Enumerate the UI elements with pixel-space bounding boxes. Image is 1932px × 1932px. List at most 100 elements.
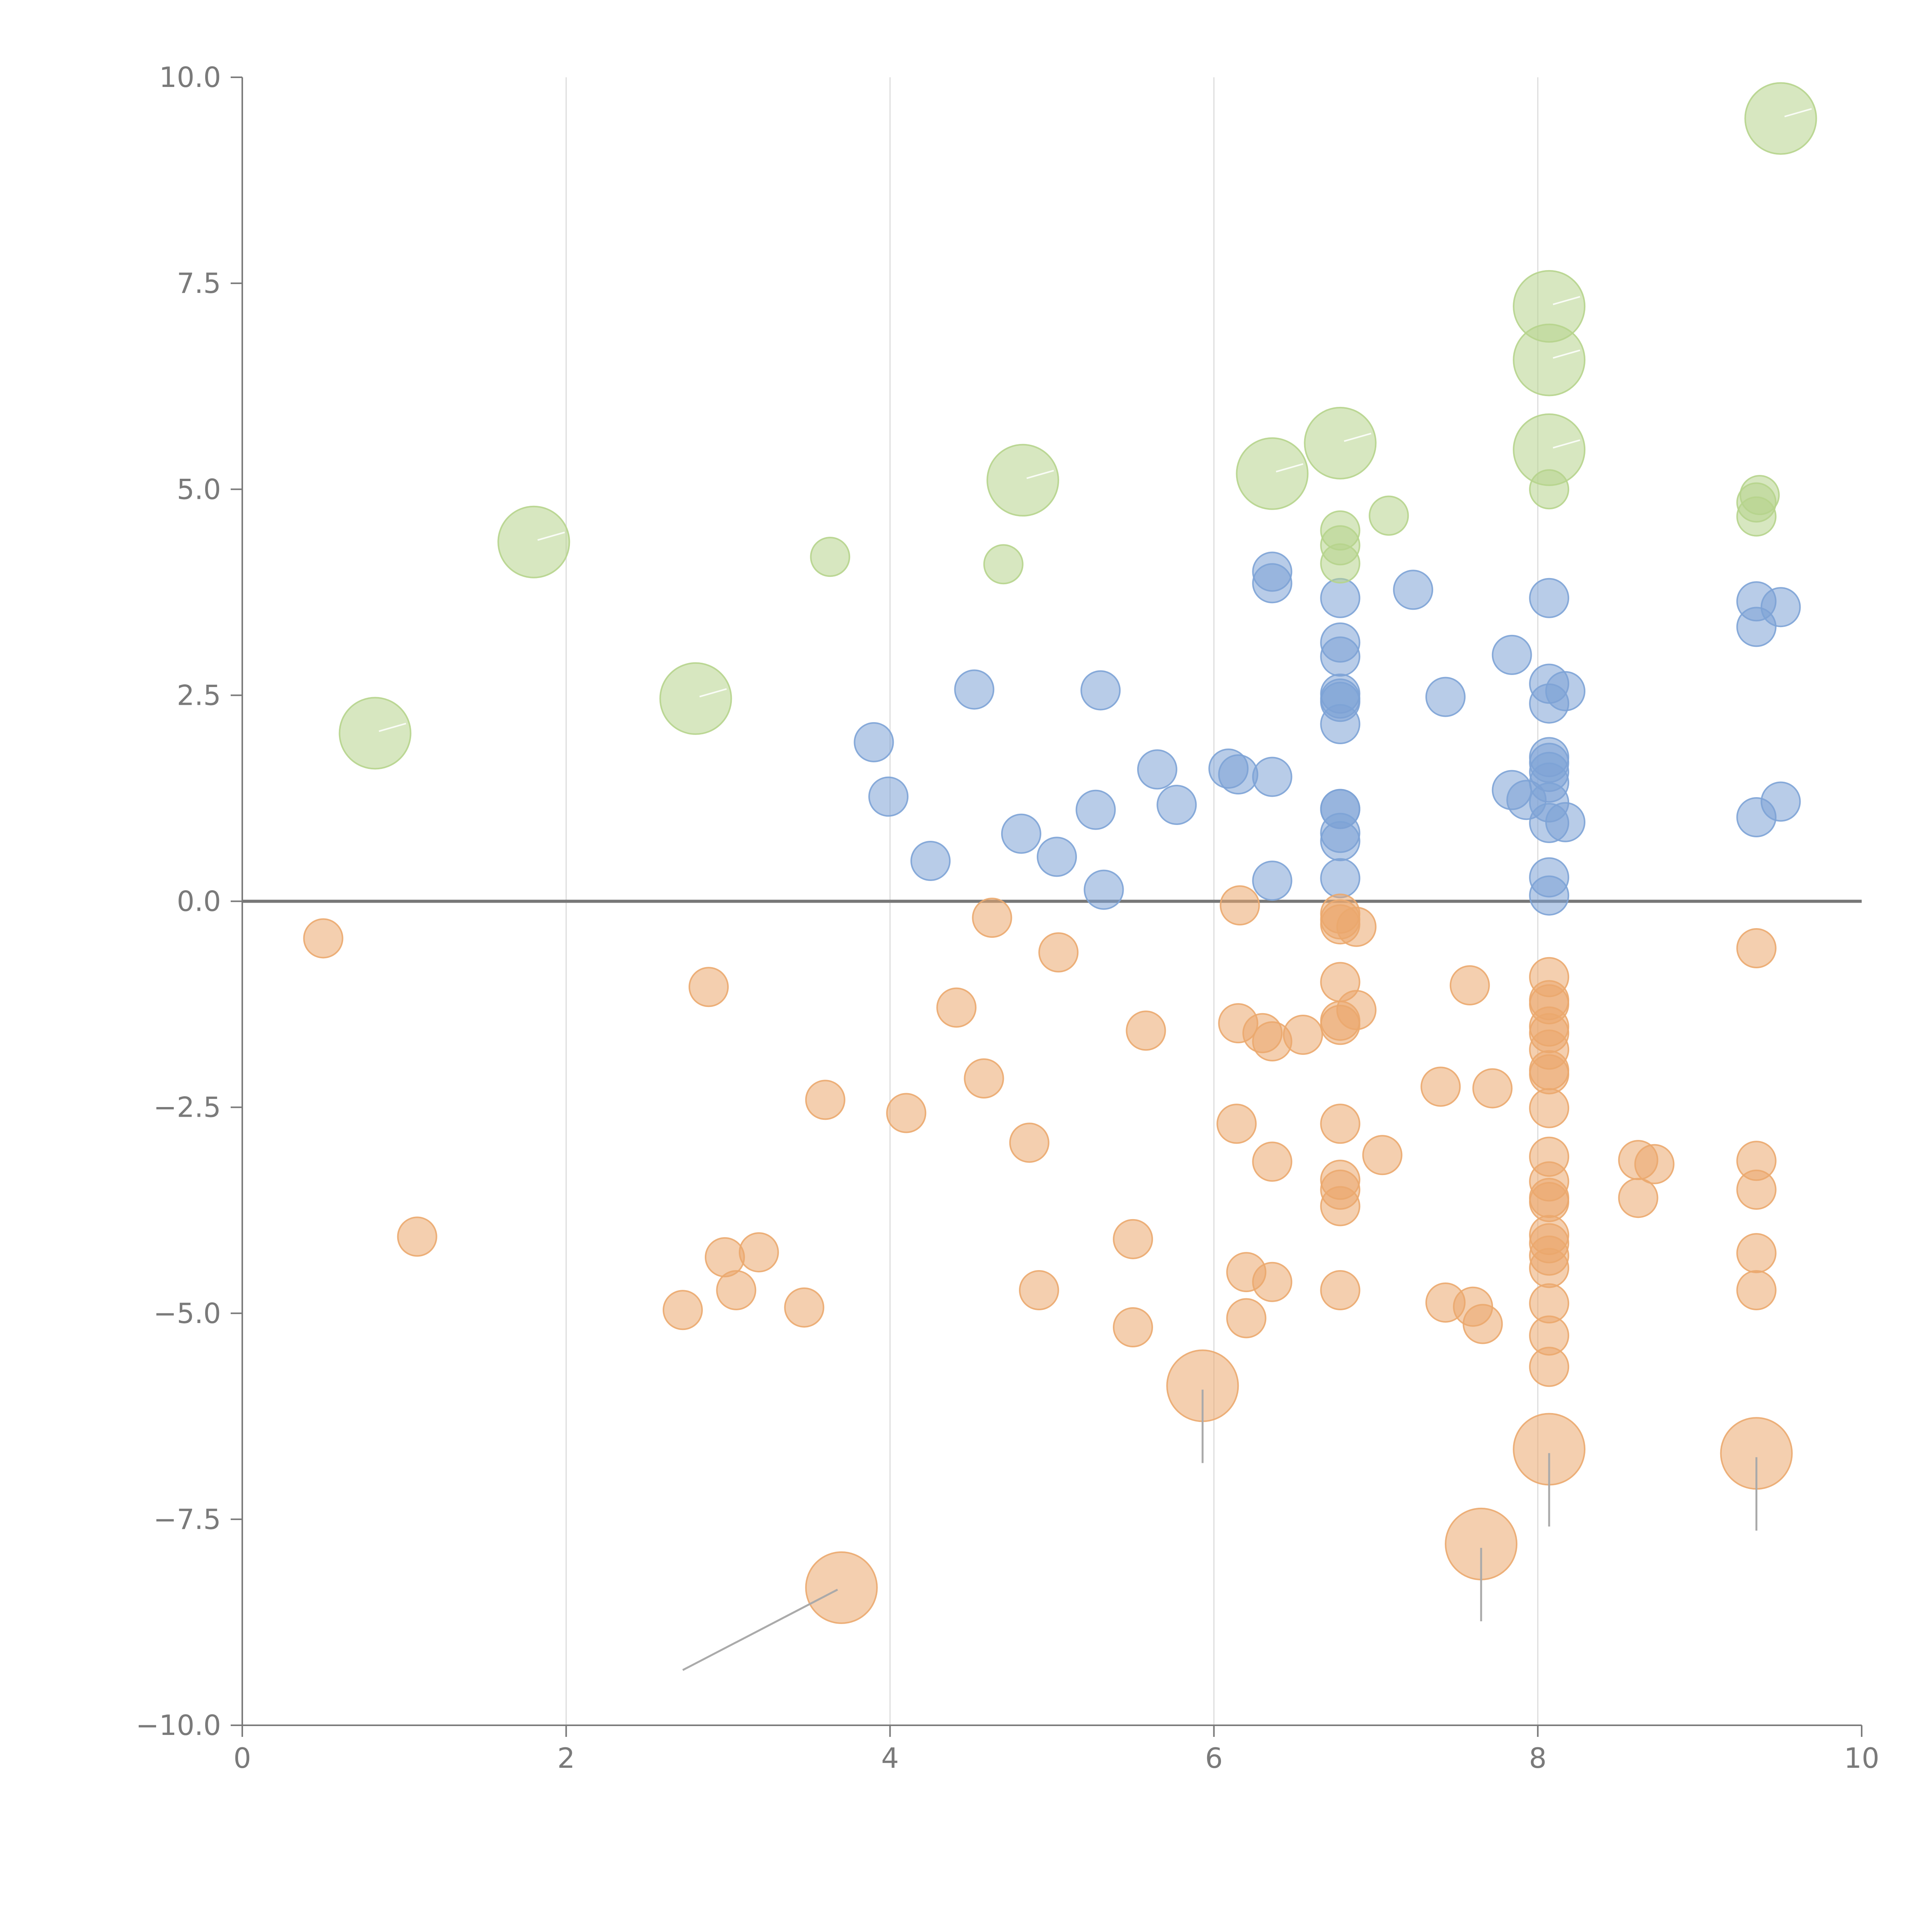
orange-point bbox=[397, 1216, 437, 1257]
x-tick-label: 10 bbox=[1844, 1742, 1879, 1774]
orange-point bbox=[1618, 1178, 1658, 1218]
blue-point bbox=[1545, 802, 1586, 842]
y-tick-label: 10.0 bbox=[159, 61, 221, 94]
blue-point bbox=[1137, 749, 1177, 790]
green-point bbox=[1736, 496, 1777, 537]
x-tick-label: 4 bbox=[881, 1742, 899, 1774]
orange-point bbox=[1463, 1304, 1503, 1344]
blue-point bbox=[1529, 875, 1570, 916]
orange-point bbox=[1283, 1014, 1323, 1055]
blue-point bbox=[1760, 781, 1801, 822]
orange-point bbox=[1219, 885, 1260, 926]
orange-point bbox=[1252, 1262, 1293, 1302]
orange-point bbox=[1529, 1054, 1570, 1095]
blue-point bbox=[1760, 587, 1801, 628]
green-point bbox=[1369, 495, 1409, 536]
green-large-bubble bbox=[1236, 437, 1309, 510]
orange-point bbox=[1362, 1135, 1403, 1175]
green-point bbox=[810, 537, 850, 577]
orange-point bbox=[1634, 1144, 1675, 1184]
blue-point bbox=[1218, 754, 1259, 795]
x-tick-label: 2 bbox=[557, 1742, 575, 1774]
bubble-highlight-stroke bbox=[699, 688, 727, 697]
blue-point bbox=[1393, 570, 1434, 610]
y-tick-label: 7.5 bbox=[177, 267, 221, 299]
leader-layer bbox=[379, 108, 1812, 1671]
y-tick-label: −7.5 bbox=[153, 1503, 221, 1536]
bubble-highlight-stroke bbox=[1553, 439, 1580, 449]
green-large-bubble bbox=[1513, 323, 1586, 396]
orange-point bbox=[1252, 1141, 1293, 1182]
blue-point bbox=[1156, 784, 1197, 825]
blue-point bbox=[1320, 821, 1361, 861]
axis-layer: 0 2 4 6 8 10 10.0 7.5 5.0 2.5 0.0 −2.5 −5.0 −7.5 −10.0 bbox=[136, 61, 1879, 1774]
green-large-bubble bbox=[497, 505, 570, 578]
orange-point bbox=[1113, 1307, 1153, 1348]
blue-point bbox=[1001, 813, 1041, 854]
orange-point bbox=[716, 1270, 757, 1311]
blue-point bbox=[1529, 578, 1570, 618]
orange-point bbox=[1216, 1104, 1257, 1144]
orange-point bbox=[1113, 1219, 1153, 1259]
blue-point bbox=[1075, 789, 1116, 830]
blue-point bbox=[1080, 670, 1121, 711]
green-large-bubble bbox=[1513, 413, 1586, 486]
orange-point bbox=[1126, 1010, 1166, 1051]
orange-point bbox=[1736, 1233, 1777, 1274]
y-tick-label: 5.0 bbox=[177, 473, 221, 505]
orange-point bbox=[1472, 1068, 1513, 1109]
orange-point bbox=[1320, 1270, 1361, 1311]
orange-point bbox=[1736, 928, 1777, 969]
bubble-highlight-stroke bbox=[1553, 349, 1580, 359]
blue-point bbox=[1320, 858, 1361, 898]
orange-point bbox=[662, 1290, 703, 1330]
blue-point bbox=[1320, 636, 1361, 677]
orange-point bbox=[1320, 1186, 1361, 1226]
green-large-bubble bbox=[1304, 406, 1377, 480]
orange-point bbox=[964, 1058, 1004, 1099]
y-tick-label: 2.5 bbox=[177, 679, 221, 711]
green-large-bubble bbox=[659, 662, 732, 735]
bubble-highlight-stroke bbox=[1344, 432, 1372, 442]
orange-point bbox=[1736, 1169, 1777, 1210]
orange-point bbox=[689, 967, 729, 1007]
green-large-bubble bbox=[986, 444, 1060, 517]
blue-point bbox=[1252, 861, 1293, 901]
x-tick-label: 0 bbox=[233, 1742, 251, 1774]
orange-point bbox=[1336, 990, 1377, 1030]
bubble-highlight-stroke bbox=[1026, 469, 1054, 479]
orange-point bbox=[1320, 1104, 1361, 1144]
orange-point bbox=[1736, 1270, 1777, 1311]
green-point bbox=[983, 544, 1024, 585]
blue-point bbox=[1425, 677, 1466, 717]
orange-point bbox=[738, 1232, 779, 1272]
orange-point bbox=[784, 1287, 825, 1328]
orange-point bbox=[1529, 1088, 1570, 1128]
blue-point bbox=[954, 669, 995, 710]
orange-point bbox=[1009, 1122, 1049, 1163]
bubble-highlight-stroke bbox=[1784, 108, 1812, 117]
orange-point bbox=[1529, 1347, 1570, 1387]
x-tick-label: 6 bbox=[1205, 1742, 1223, 1774]
orange-point bbox=[1449, 965, 1490, 1006]
orange-point bbox=[886, 1093, 927, 1133]
y-tick-label: −10.0 bbox=[136, 1709, 221, 1742]
blue-point bbox=[854, 722, 894, 762]
bubble-highlight-stroke bbox=[1553, 296, 1580, 305]
leader-line bbox=[682, 1588, 838, 1671]
blue-point bbox=[1037, 837, 1077, 877]
blue-point bbox=[910, 841, 951, 881]
blue-point bbox=[868, 776, 909, 817]
orange-point bbox=[936, 987, 977, 1028]
bubble-highlight-stroke bbox=[1276, 463, 1304, 473]
marks-layer bbox=[303, 82, 1817, 1624]
green-large-bubble bbox=[1744, 82, 1817, 155]
blue-point bbox=[1320, 578, 1361, 618]
bubble-highlight-stroke bbox=[537, 531, 565, 541]
orange-point bbox=[1019, 1270, 1059, 1311]
orange-point bbox=[972, 898, 1012, 938]
orange-point bbox=[1226, 1298, 1267, 1338]
blue-point bbox=[1252, 563, 1293, 604]
